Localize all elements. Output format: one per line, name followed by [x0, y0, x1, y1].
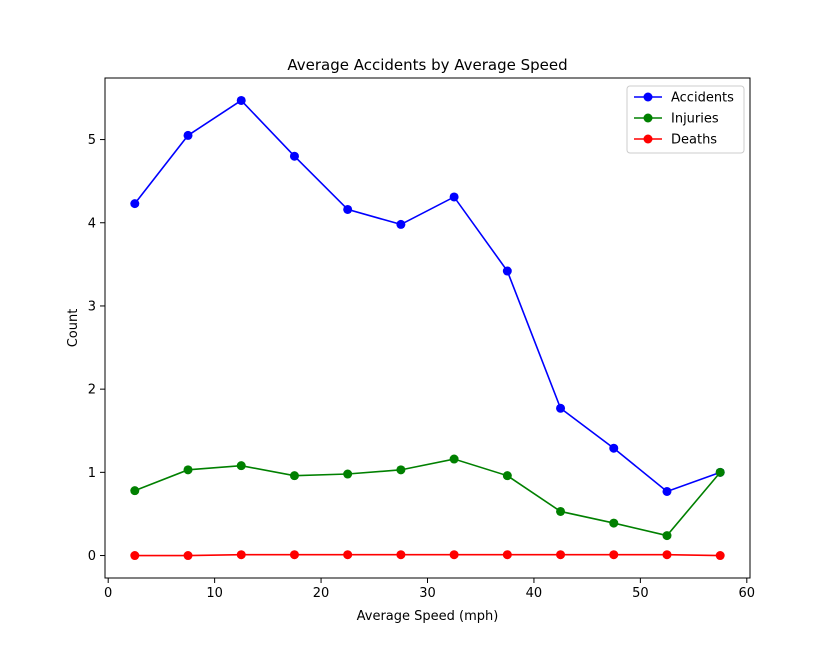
legend-box — [626, 85, 745, 154]
data-point-deaths — [183, 551, 193, 561]
data-point-injuries — [343, 469, 353, 479]
data-point-injuries — [502, 471, 512, 481]
data-point-injuries — [236, 461, 246, 471]
y-tick-label: 5 — [88, 133, 96, 148]
data-point-deaths — [396, 550, 406, 560]
data-point-deaths — [343, 550, 353, 560]
legend-marker-accidents — [643, 92, 653, 102]
x-axis-label: Average Speed (mph) — [357, 609, 499, 624]
data-point-accidents — [183, 130, 193, 140]
data-point-accidents — [502, 266, 512, 276]
data-point-accidents — [396, 219, 406, 229]
legend-label-accidents: Accidents — [671, 91, 734, 106]
data-point-accidents — [556, 403, 566, 413]
legend: Accidents Injuries Deaths — [626, 85, 745, 154]
legend-item-deaths: Deaths — [634, 133, 717, 148]
legend-label-deaths: Deaths — [671, 133, 717, 148]
legend-marker-deaths — [643, 134, 653, 144]
legend-label-injuries: Injuries — [671, 112, 719, 127]
data-point-accidents — [236, 95, 246, 105]
data-point-accidents — [609, 443, 619, 453]
data-point-accidents — [343, 204, 353, 214]
data-point-deaths — [449, 550, 459, 560]
x-tick-label: 10 — [206, 586, 223, 601]
data-point-deaths — [556, 550, 566, 560]
data-point-injuries — [130, 486, 140, 496]
data-point-deaths — [662, 550, 672, 560]
data-point-accidents — [289, 151, 299, 161]
x-tick-label: 60 — [739, 586, 756, 601]
data-point-injuries — [396, 465, 406, 475]
data-point-injuries — [609, 518, 619, 528]
data-point-deaths — [715, 551, 725, 561]
data-point-injuries — [449, 454, 459, 464]
data-point-deaths — [502, 550, 512, 560]
series-line-accidents — [134, 99, 721, 493]
data-point-deaths — [609, 550, 619, 560]
data-point-injuries — [662, 531, 672, 541]
y-tick-label: 3 — [88, 299, 96, 314]
series-injuries — [130, 454, 725, 541]
data-point-accidents — [449, 192, 459, 202]
data-point-deaths — [236, 550, 246, 560]
series-layer — [130, 95, 725, 561]
data-point-deaths — [289, 550, 299, 560]
x-tick-label: 30 — [419, 586, 436, 601]
x-axis: 0 10 20 30 40 50 60 — [104, 578, 755, 601]
x-tick-label: 40 — [526, 586, 543, 601]
x-tick-label: 0 — [104, 586, 112, 601]
chart-title: Average Accidents by Average Speed — [287, 56, 567, 74]
data-point-accidents — [130, 199, 140, 209]
series-deaths — [130, 550, 725, 561]
y-axis: 0 1 2 3 4 5 — [88, 133, 105, 564]
x-tick-label: 50 — [632, 586, 649, 601]
y-tick-label: 0 — [88, 549, 96, 564]
data-point-injuries — [183, 465, 193, 475]
series-line-injuries — [134, 458, 721, 537]
data-point-injuries — [556, 506, 566, 516]
data-point-accidents — [662, 486, 672, 496]
data-point-injuries — [715, 467, 725, 477]
y-tick-label: 4 — [88, 216, 96, 231]
y-axis-label: Count — [66, 309, 81, 348]
y-tick-label: 1 — [88, 466, 96, 481]
series-line-deaths — [134, 553, 721, 557]
data-point-deaths — [130, 551, 140, 561]
data-point-injuries — [289, 471, 299, 481]
legend-marker-injuries — [643, 113, 653, 123]
legend-item-accidents: Accidents — [634, 91, 734, 106]
legend-item-injuries: Injuries — [634, 112, 719, 127]
y-tick-label: 2 — [88, 383, 96, 398]
x-tick-label: 20 — [313, 586, 330, 601]
